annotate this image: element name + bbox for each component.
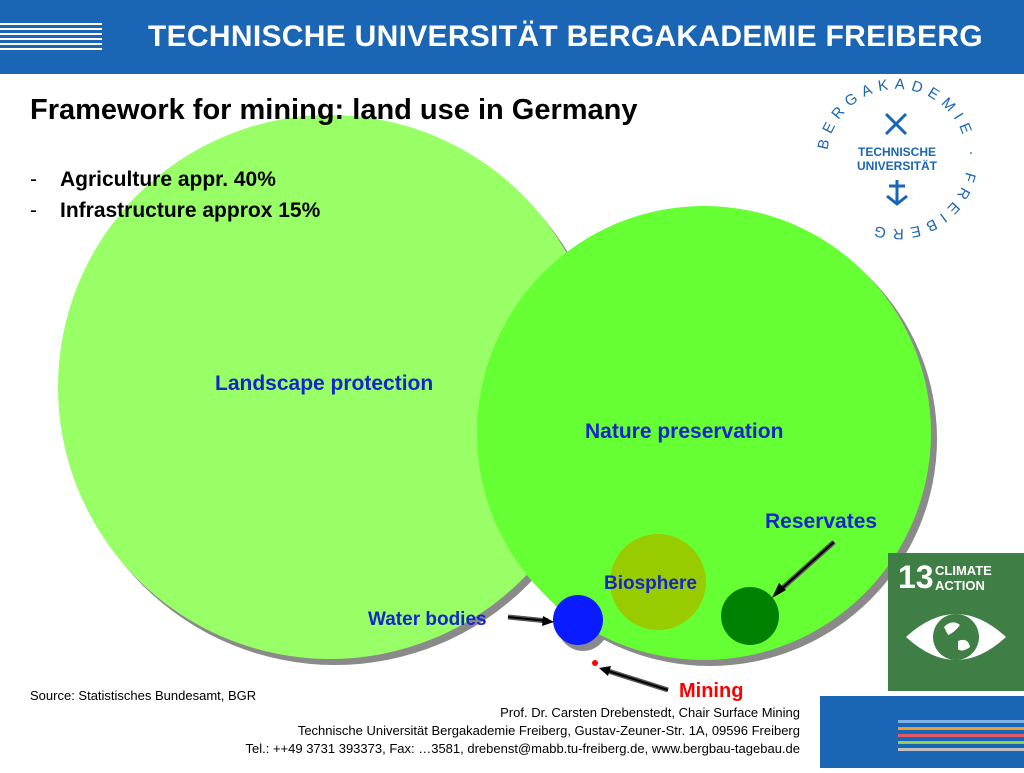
bullet-agriculture: - Agriculture appr. 40% [30, 167, 276, 191]
header-bar: TECHNISCHE UNIVERSITÄT BERGAKADEMIE FREI… [0, 0, 1024, 74]
footer-line-2: Technische Universität Bergakademie Frei… [297, 723, 800, 738]
slide-title: Framework for mining: land use in German… [30, 94, 638, 126]
mining-dot [592, 660, 598, 666]
header-stripes-logo [0, 23, 102, 51]
svg-text:TECHNISCHE: TECHNISCHE [858, 145, 936, 159]
biosphere-label: Biosphere [604, 573, 697, 594]
reservates-circle [721, 587, 779, 645]
hammer-pick-icon [884, 112, 908, 136]
landscape-protection-circle [58, 115, 602, 659]
nature-preservation-circle [477, 206, 931, 660]
footer-contact: Prof. Dr. Carsten Drebenstedt, Chair Sur… [245, 704, 800, 758]
svg-text:UNIVERSITÄT: UNIVERSITÄT [857, 158, 938, 173]
reservates-label: Reservates [765, 510, 878, 533]
university-name: TECHNISCHE UNIVERSITÄT BERGAKADEMIE FREI… [148, 20, 983, 53]
landscape-protection-label: Landscape protection [215, 372, 434, 395]
water-bodies-circle [553, 595, 603, 645]
footer-line-3: Tel.: ++49 3731 393373, Fax: …3581, dreb… [245, 741, 800, 756]
biosphere-circle [610, 534, 706, 630]
water-bodies-label: Water bodies [368, 609, 487, 630]
corner-stripes [898, 720, 1024, 751]
mining-label: Mining [679, 680, 744, 702]
sdg-number: 13 [898, 559, 934, 595]
source-note: Source: Statistisches Bundesamt, BGR [30, 688, 257, 703]
eye-globe-icon [906, 614, 1006, 660]
anchor-icon [886, 180, 908, 206]
sdg-title: CLIMATE ACTION [935, 563, 992, 593]
bullet-list: - Agriculture appr. 40% - Infrastructure a… [30, 164, 320, 226]
footer-line-1: Prof. Dr. Carsten Drebenstedt, Chair Sur… [500, 705, 800, 720]
nature-preservation-label: Nature preservation [585, 420, 784, 443]
sdg-13-climate-action-badge: 13 CLIMATE ACTION [888, 553, 1024, 691]
bullet-infrastructure: - Infrastructure approx 15% [30, 198, 321, 222]
university-seal-logo: BERGAKADEMIE · FREIBERG TECHNISCHE UNIVE… [814, 76, 974, 243]
corner-brand-block [820, 696, 1024, 768]
